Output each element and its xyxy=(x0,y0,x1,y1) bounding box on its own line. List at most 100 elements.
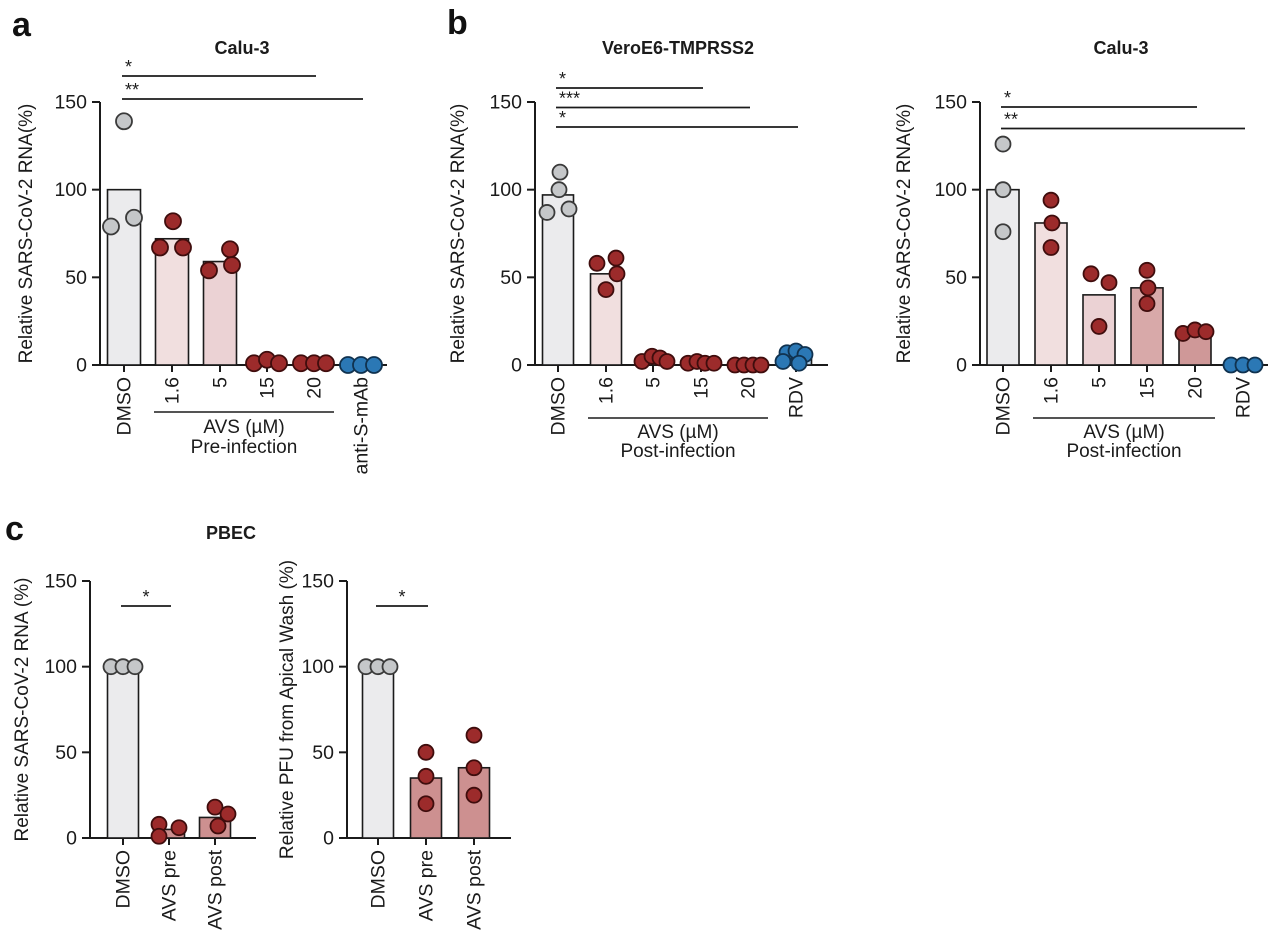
data-point xyxy=(1042,239,1060,256)
y-tick-label: 0 xyxy=(956,355,967,377)
x-tick-label: 15 xyxy=(1137,377,1159,399)
x-tick-label: RDV xyxy=(1233,377,1255,418)
x-tick-label: DMSO xyxy=(368,850,390,909)
data-point xyxy=(1043,214,1061,232)
data-point xyxy=(658,353,676,370)
data-point xyxy=(465,786,483,804)
chart-b-veroe6-post: VeroE6-TMPRSS2 Relative SARS-CoV-2 RNA(%)… xyxy=(448,38,828,462)
data-point xyxy=(270,354,288,373)
chart-b-calu3-post: Calu-3 Relative SARS-CoV-2 RNA(%) 0 50 100 15… xyxy=(894,38,1268,462)
y-tick-label: 150 xyxy=(301,571,334,593)
y-tick-label: 100 xyxy=(54,179,87,201)
chart-title: Calu-3 xyxy=(1093,38,1148,58)
data-point xyxy=(550,181,568,199)
data-point xyxy=(115,112,133,131)
y-axis-label: Relative SARS-CoV-2 RNA (%) xyxy=(12,578,33,842)
data-point xyxy=(790,354,808,372)
x-tick-label: 5 xyxy=(210,377,232,388)
sig-stars: * xyxy=(559,69,566,89)
data-point xyxy=(560,200,578,218)
bar-1.6 xyxy=(154,237,190,366)
group-label-line1: AVS (µM) xyxy=(203,417,284,438)
y-tick-label: 50 xyxy=(55,742,77,764)
data-point xyxy=(551,163,569,181)
sig-stars: * xyxy=(142,587,149,607)
sig-stars: * xyxy=(1004,88,1011,108)
data-point xyxy=(365,356,383,374)
group-label-line2: Post-infection xyxy=(620,441,735,462)
data-point xyxy=(994,135,1012,153)
data-point xyxy=(752,356,770,374)
chart-a-calu3-pre: Calu-3 Relative SARS-CoV-2 RNA(%) 0 50 100 15… xyxy=(16,38,387,475)
data-point xyxy=(417,795,435,813)
data-point xyxy=(607,249,625,267)
data-point xyxy=(164,212,182,231)
x-tick-label: 20 xyxy=(304,377,326,399)
data-point xyxy=(465,759,483,777)
panel-letter-c: c xyxy=(5,510,24,548)
group-label-line2: Pre-infection xyxy=(191,437,298,458)
group-label-line2: Post-infection xyxy=(1066,441,1181,462)
y-tick-label: 150 xyxy=(489,92,522,114)
data-point xyxy=(1090,318,1108,335)
y-tick-label: 100 xyxy=(301,656,334,678)
x-tick-label: 15 xyxy=(257,377,279,399)
data-point xyxy=(588,254,606,272)
data-point xyxy=(126,658,144,676)
chart-title: Calu-3 xyxy=(214,38,269,58)
y-axis-label: Relative SARS-CoV-2 RNA(%) xyxy=(448,104,469,364)
sig-stars: ** xyxy=(1004,110,1018,130)
data-point xyxy=(1042,191,1060,209)
panel-letter-a: a xyxy=(12,6,31,44)
y-tick-label: 0 xyxy=(511,355,522,377)
data-point xyxy=(151,238,169,257)
data-point xyxy=(994,181,1012,199)
chart-title: PBEC xyxy=(206,523,256,543)
data-point xyxy=(597,281,615,299)
data-point xyxy=(538,204,556,221)
bar-5 xyxy=(202,260,238,366)
data-point xyxy=(102,217,120,236)
sig-stars: ** xyxy=(125,80,139,100)
x-tick-label: DMSO xyxy=(114,377,136,436)
y-axis-label: Relative PFU from Apical Wash (%) xyxy=(277,560,298,859)
chart-title: VeroE6-TMPRSS2 xyxy=(602,38,754,58)
data-point xyxy=(200,261,218,280)
group-label-line1: AVS (µM) xyxy=(1083,422,1164,443)
data-point xyxy=(317,354,335,373)
y-tick-label: 150 xyxy=(934,92,967,114)
data-point xyxy=(417,743,435,761)
data-point xyxy=(1138,261,1156,279)
sig-stars: * xyxy=(125,57,132,77)
bar-DMSO xyxy=(361,664,395,839)
data-point xyxy=(221,240,239,259)
data-point xyxy=(381,658,399,676)
data-point xyxy=(150,827,168,845)
data-point xyxy=(465,726,483,744)
x-tick-label: AVS pre xyxy=(159,850,181,921)
data-point xyxy=(1246,356,1264,374)
data-point xyxy=(1197,323,1215,341)
data-point xyxy=(608,265,626,283)
bar-DMSO xyxy=(106,664,140,839)
sig-stars: * xyxy=(398,587,405,607)
data-point xyxy=(1100,274,1118,291)
y-tick-label: 50 xyxy=(945,267,967,289)
data-point xyxy=(206,798,224,816)
x-tick-label: 1.6 xyxy=(596,377,618,404)
data-point xyxy=(1139,279,1157,297)
chart-c-pbec-pfu: Relative PFU from Apical Wash (%) 0 50 100 1… xyxy=(277,560,511,930)
data-point xyxy=(774,353,792,370)
y-tick-label: 0 xyxy=(323,828,334,850)
x-tick-label: 1.6 xyxy=(1041,377,1063,404)
data-point xyxy=(209,817,227,835)
data-point xyxy=(1138,295,1156,313)
x-tick-label: 1.6 xyxy=(162,377,184,404)
data-point xyxy=(994,223,1012,241)
y-tick-label: 150 xyxy=(44,571,77,593)
data-point xyxy=(170,819,188,837)
x-tick-label: anti-S-mAb xyxy=(351,377,373,475)
sig-stars: * xyxy=(559,108,566,128)
